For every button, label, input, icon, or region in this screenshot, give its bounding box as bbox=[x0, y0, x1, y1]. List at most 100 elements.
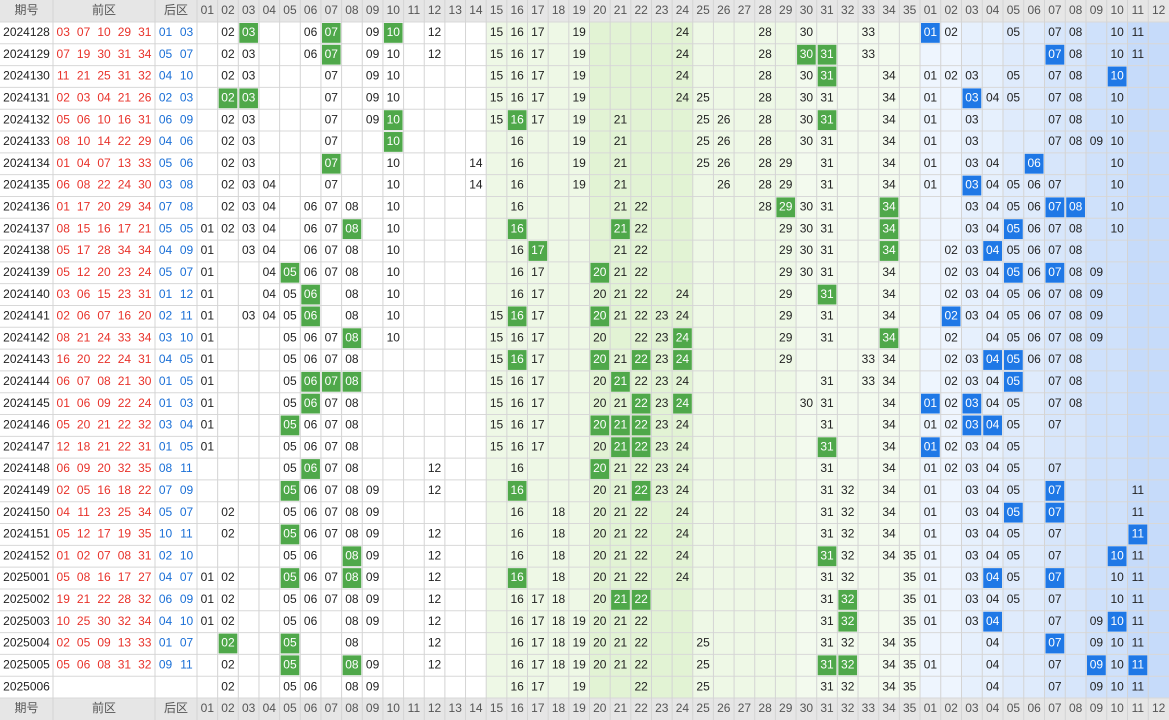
header-cell: 12 bbox=[1152, 701, 1166, 715]
front-zone-number: 32 bbox=[841, 505, 855, 519]
front-hit bbox=[631, 350, 651, 370]
back-zone-number: 06 bbox=[1027, 352, 1041, 366]
front-hit bbox=[280, 480, 300, 501]
front-hit-number: 06 bbox=[304, 396, 318, 410]
front-zone-number: 09 bbox=[366, 47, 380, 61]
front-number: 16 bbox=[118, 112, 132, 126]
header-cell: 28 bbox=[758, 701, 772, 715]
issue: 2024136 bbox=[3, 200, 50, 214]
front-zone-number: 05 bbox=[283, 374, 297, 388]
front-zone-number: 22 bbox=[634, 614, 648, 628]
front-zone-number: 23 bbox=[655, 352, 669, 366]
front-number: 14 bbox=[97, 134, 111, 148]
front-number: 09 bbox=[97, 396, 111, 410]
front-zone-number: 20 bbox=[593, 374, 607, 388]
header-cell: 19 bbox=[572, 701, 586, 715]
front-number: 32 bbox=[118, 614, 132, 628]
back-zone-number: 04 bbox=[986, 461, 1000, 475]
front-zone-number: 04 bbox=[263, 265, 277, 279]
front-zone-number: 18 bbox=[552, 636, 566, 650]
back-hit-number: 05 bbox=[1007, 505, 1021, 519]
front-zone-number: 10 bbox=[387, 156, 401, 170]
front-hit bbox=[321, 371, 341, 392]
front-zone-number: 02 bbox=[221, 134, 235, 148]
header-bg bbox=[0, 0, 1169, 22]
front-zone-number: 20 bbox=[593, 330, 607, 344]
front-number: 16 bbox=[97, 483, 111, 497]
back-number: 05 bbox=[159, 505, 173, 519]
front-zone-number: 31 bbox=[820, 483, 834, 497]
front-number: 35 bbox=[138, 527, 152, 541]
front-number: 33 bbox=[118, 330, 132, 344]
front-hit-number: 20 bbox=[593, 461, 607, 475]
front-zone-number: 02 bbox=[221, 679, 235, 693]
issue: 2025003 bbox=[3, 614, 50, 628]
back-hit bbox=[1045, 262, 1065, 283]
front-number: 20 bbox=[97, 200, 111, 214]
front-zone-number: 12 bbox=[428, 636, 442, 650]
back-zone-number: 11 bbox=[1132, 614, 1145, 628]
front-hit bbox=[590, 350, 610, 370]
back-hit-number: 10 bbox=[1110, 548, 1124, 562]
front-zone-number: 28 bbox=[758, 112, 772, 126]
header-cell: 04 bbox=[263, 3, 277, 17]
front-hit-number: 31 bbox=[820, 657, 834, 671]
front-hit-number: 08 bbox=[345, 221, 359, 235]
back-zone-number: 01 bbox=[924, 570, 938, 584]
back-zone-number: 11 bbox=[1132, 548, 1145, 562]
front-zone-number: 19 bbox=[572, 134, 586, 148]
header-cell: 10 bbox=[387, 701, 401, 715]
front-hit bbox=[879, 328, 899, 349]
front-zone-number: 01 bbox=[201, 352, 215, 366]
front-number: 21 bbox=[97, 439, 111, 453]
back-zone-number: 04 bbox=[986, 330, 1000, 344]
back-zone-number: 04 bbox=[986, 679, 1000, 693]
front-number: 28 bbox=[118, 592, 132, 606]
front-zone-number: 12 bbox=[428, 461, 442, 475]
front-number: 06 bbox=[57, 178, 71, 192]
front-zone-number: 01 bbox=[201, 614, 215, 628]
front-number: 03 bbox=[57, 287, 71, 301]
front-zone-number: 01 bbox=[201, 243, 215, 257]
column-bg bbox=[796, 22, 817, 698]
front-zone-number: 31 bbox=[820, 90, 834, 104]
front-zone-number: 34 bbox=[882, 69, 896, 83]
front-zone-number: 02 bbox=[221, 112, 235, 126]
column-bg bbox=[465, 22, 487, 698]
front-zone-number: 18 bbox=[552, 548, 566, 562]
front-zone-number: 18 bbox=[552, 614, 566, 628]
front-zone-number: 05 bbox=[283, 614, 297, 628]
front-hit bbox=[342, 655, 362, 676]
front-zone-number: 05 bbox=[283, 548, 297, 562]
front-zone-number: 09 bbox=[366, 25, 380, 39]
front-zone-number: 17 bbox=[531, 287, 545, 301]
front-number: 17 bbox=[118, 570, 132, 584]
back-zone-number: 08 bbox=[1069, 265, 1083, 279]
header-cell: 27 bbox=[738, 701, 752, 715]
header-cell: 05 bbox=[1007, 3, 1021, 17]
front-zone-number: 31 bbox=[820, 374, 834, 388]
back-zone-number: 07 bbox=[1048, 527, 1062, 541]
front-zone-number: 16 bbox=[511, 156, 525, 170]
back-hit bbox=[1128, 655, 1148, 676]
back-hit bbox=[1004, 350, 1023, 370]
front-zone-number: 07 bbox=[325, 90, 339, 104]
back-number: 07 bbox=[159, 483, 173, 497]
front-zone-number: 12 bbox=[428, 614, 442, 628]
front-zone-number: 02 bbox=[221, 657, 235, 671]
front-zone-number: 20 bbox=[593, 548, 607, 562]
front-number: 22 bbox=[118, 439, 132, 453]
front-number: 05 bbox=[77, 483, 91, 497]
front-zone-number: 35 bbox=[903, 614, 917, 628]
header-cell: 11 bbox=[1132, 3, 1145, 17]
header-cell: 26 bbox=[717, 701, 731, 715]
front-zone-number: 05 bbox=[283, 396, 297, 410]
front-zone-number: 10 bbox=[387, 287, 401, 301]
front-hit-number: 05 bbox=[283, 527, 297, 541]
front-zone-number: 09 bbox=[366, 657, 380, 671]
back-zone-number: 04 bbox=[986, 309, 1000, 323]
front-zone-number: 34 bbox=[882, 505, 896, 519]
back-zone-number: 01 bbox=[924, 548, 938, 562]
front-zone-number: 06 bbox=[304, 418, 318, 432]
front-zone-number: 07 bbox=[325, 69, 339, 83]
